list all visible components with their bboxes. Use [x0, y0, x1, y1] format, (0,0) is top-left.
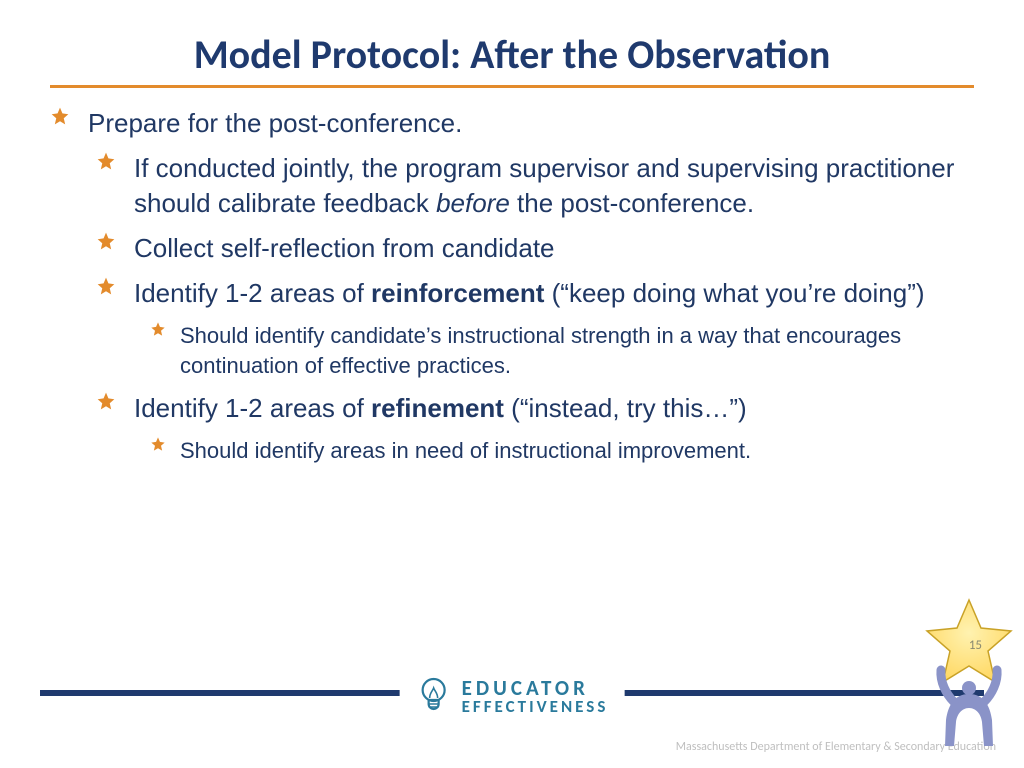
star-icon	[96, 276, 116, 311]
star-icon	[150, 321, 166, 380]
bullet-text: Should identify candidate’s instructiona…	[180, 321, 974, 380]
bullet-level3: Should identify candidate’s instructiona…	[150, 321, 974, 380]
star-icon	[96, 231, 116, 266]
logo: EDUCATOR EFFECTIVENESS	[400, 674, 625, 720]
star-icon	[150, 436, 166, 466]
bullet-text: If conducted jointly, the program superv…	[134, 151, 974, 221]
logo-text: EDUCATOR EFFECTIVENESS	[462, 679, 609, 715]
slide-title: Model Protocol: After the Observation	[50, 30, 974, 79]
lightbulb-icon	[416, 674, 452, 720]
bullet-level2: Identify 1-2 areas of refinement (“inste…	[96, 391, 974, 426]
bullet-level2: Identify 1-2 areas of reinforcement (“ke…	[96, 276, 974, 311]
star-icon	[96, 151, 116, 221]
text-pre: Identify 1-2 areas of	[134, 393, 371, 423]
bullet-level3: Should identify areas in need of instruc…	[150, 436, 974, 466]
content-region: Prepare for the post-conference. If cond…	[50, 106, 974, 466]
slide-container: Model Protocol: After the Observation Pr…	[0, 0, 1024, 768]
logo-line2: EFFECTIVENESS	[462, 699, 609, 715]
text-post: the post-conference.	[510, 188, 754, 218]
bullet-text: Should identify areas in need of instruc…	[180, 436, 751, 466]
star-icon	[50, 106, 70, 141]
corner-figure-icon	[924, 594, 1014, 754]
text-italic: before	[436, 188, 510, 218]
bullet-text: Identify 1-2 areas of reinforcement (“ke…	[134, 276, 925, 311]
bullet-text: Prepare for the post-conference.	[88, 106, 462, 141]
bullet-level1: Prepare for the post-conference.	[50, 106, 974, 141]
star-icon	[96, 391, 116, 426]
page-number: 15	[969, 638, 982, 653]
bullet-text: Collect self-reflection from candidate	[134, 231, 555, 266]
text-post: (“keep doing what you’re doing”)	[544, 278, 924, 308]
text-bold: reinforcement	[371, 278, 544, 308]
bullet-text: Identify 1-2 areas of refinement (“inste…	[134, 391, 747, 426]
text-post: (“instead, try this…”)	[504, 393, 747, 423]
bullet-level2: If conducted jointly, the program superv…	[96, 151, 974, 221]
text-pre: Identify 1-2 areas of	[134, 278, 371, 308]
bullet-level2: Collect self-reflection from candidate	[96, 231, 974, 266]
text-bold: refinement	[371, 393, 504, 423]
title-underline	[50, 85, 974, 88]
